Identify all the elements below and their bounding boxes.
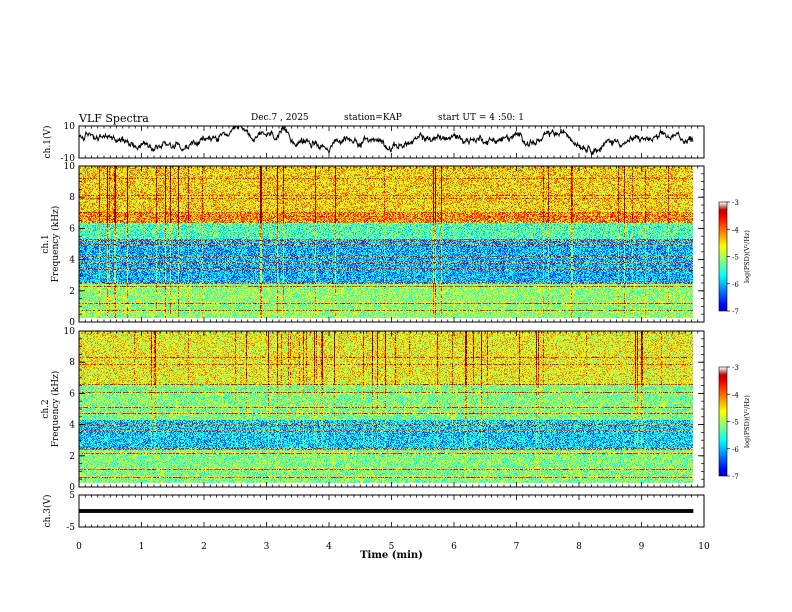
x-tick-label: 1	[139, 542, 145, 552]
ch1-colorbar-tick-label: -3	[732, 199, 739, 207]
x-tick-label: 7	[514, 542, 520, 552]
ch1-spec-ytick-label: 2	[69, 287, 75, 297]
ch3-wave-band	[79, 509, 694, 513]
x-tick-label: 8	[576, 542, 582, 552]
ch2-spec-ytick-label: 4	[69, 421, 75, 431]
ch2-colorbar-tick-label: -6	[732, 446, 739, 454]
ch2-colorbar-tick-label: -4	[732, 391, 739, 399]
start-time-label: start UT = 4 :50: 1	[438, 113, 524, 123]
x-tick-label: 4	[326, 542, 332, 552]
ch1-spec-ylabel-frequency: Frequency (kHz)	[50, 206, 61, 283]
ch2-colorbar-frame	[718, 366, 728, 477]
ch1-colorbar-tick-label: -7	[732, 308, 739, 316]
ch2-spectrogram-image	[79, 331, 693, 483]
ch3-wave-ytick-label: 5	[69, 491, 75, 501]
x-tick-label: 10	[698, 542, 710, 552]
ch1-wave-trace	[78, 125, 694, 157]
ch1-colorbar	[719, 202, 727, 311]
ch3-wave-ylabel: ch.3(V)	[42, 495, 53, 528]
ch2-spec-ylabel-frequency: Frequency (kHz)	[50, 371, 61, 448]
station-label: station=KAP	[344, 113, 402, 123]
x-tick-label: 9	[639, 542, 645, 552]
panel-frame-3	[78, 330, 705, 488]
ch2-colorbar-tick-label: -7	[732, 473, 739, 481]
ch2-spec-ylabel-channel: ch.2	[41, 399, 51, 418]
ch1-spectrogram-image	[79, 166, 693, 318]
ch2-colorbar	[719, 367, 727, 476]
ch2-spec-ytick-label: 2	[69, 452, 75, 462]
date-label: Dec.7 , 2025	[251, 113, 309, 123]
ch1-spec-ylabel-channel: ch.1	[41, 234, 51, 253]
x-tick-label: 6	[451, 542, 457, 552]
plot-title: VLF Spectra	[79, 112, 149, 125]
ch1-wave-ylabel: ch.1(V)	[42, 126, 53, 159]
ch1-colorbar-frame	[718, 201, 728, 312]
ch1-wave-ytick-label: -10	[61, 154, 76, 164]
ch1-spec-ytick-label: 10	[64, 162, 76, 172]
ch3-wave-ytick-label: -5	[66, 523, 75, 533]
ch1-colorbar-tick-label: -5	[732, 254, 739, 262]
ch1-wave-ytick-label: 10	[64, 122, 76, 132]
ch1-spec-ytick-label: 0	[69, 318, 75, 328]
ch1-spec-ytick-label: 6	[69, 224, 75, 234]
ch2-spec-ytick-label: 8	[69, 358, 75, 368]
ch2-colorbar-tick-label: -3	[732, 364, 739, 372]
ch1-spec-ytick-label: 8	[69, 193, 75, 203]
ch2-spec-ytick-label: 6	[69, 389, 75, 399]
x-tick-label: 5	[389, 542, 395, 552]
x-axis-label: Time (min)	[360, 550, 423, 561]
ch1-colorbar-tick-label: -6	[732, 281, 739, 289]
ch1-colorbar-label: log(PSD)(V²/Hz)	[743, 230, 751, 283]
ch2-colorbar-tick-label: -5	[732, 419, 739, 427]
ch2-colorbar-label: log(PSD)(V²/Hz)	[743, 395, 751, 448]
x-tick-label: 2	[201, 542, 207, 552]
panel-frame-2	[78, 165, 705, 323]
ch2-spec-ytick-label: 10	[64, 327, 76, 337]
x-tick-label: 0	[76, 542, 82, 552]
ch1-spec-ytick-label: 4	[69, 256, 75, 266]
x-tick-label: 3	[264, 542, 270, 552]
ch2-spec-ytick-label: 0	[69, 483, 75, 493]
ch1-colorbar-tick-label: -4	[732, 226, 739, 234]
